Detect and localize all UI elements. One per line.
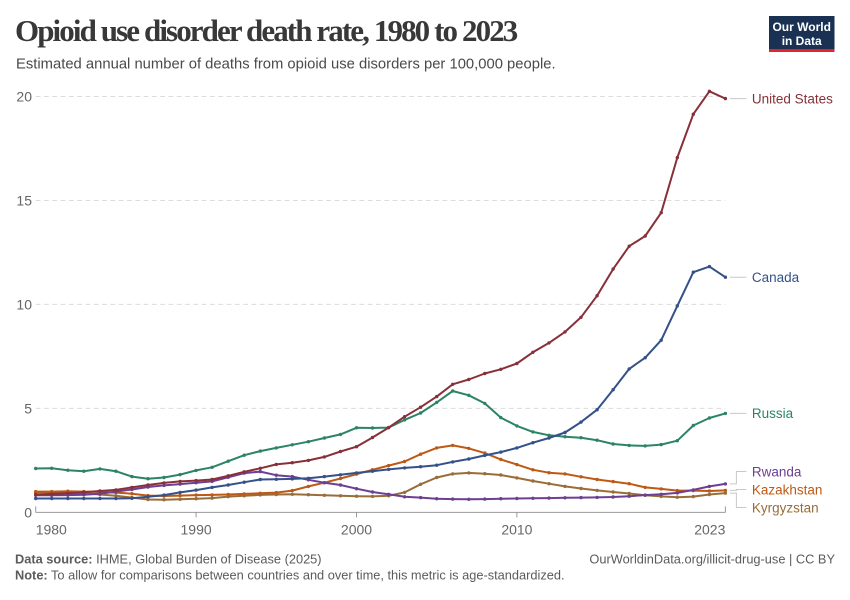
svg-text:15: 15 xyxy=(16,193,32,209)
svg-text:United States: United States xyxy=(752,91,833,106)
svg-text:2000: 2000 xyxy=(341,521,372,537)
svg-text:1980: 1980 xyxy=(36,521,67,537)
svg-text:Estimated annual number of dea: Estimated annual number of deaths from o… xyxy=(16,57,556,73)
svg-text:5: 5 xyxy=(24,400,32,416)
svg-text:Rwanda: Rwanda xyxy=(752,464,802,479)
svg-text:0: 0 xyxy=(24,504,32,520)
svg-text:20: 20 xyxy=(16,89,32,105)
svg-text:2010: 2010 xyxy=(501,521,532,537)
svg-text:1990: 1990 xyxy=(181,521,212,537)
svg-text:10: 10 xyxy=(16,296,32,312)
svg-text:Kyrgyzstan: Kyrgyzstan xyxy=(752,500,819,515)
svg-text:Russia: Russia xyxy=(752,406,794,421)
svg-text:Opioid use disorder death rate: Opioid use disorder death rate, 1980 to … xyxy=(15,13,518,48)
svg-text:2023: 2023 xyxy=(694,521,725,537)
svg-text:Kazakhstan: Kazakhstan xyxy=(752,482,823,497)
svg-text:Note: To allow for comparisons: Note: To allow for comparisons between c… xyxy=(15,568,565,583)
svg-text:in Data: in Data xyxy=(782,34,822,48)
svg-text:OurWorldinData.org/illicit-dru: OurWorldinData.org/illicit-drug-use | CC… xyxy=(589,552,835,567)
svg-text:Data source: IHME, Global Burd: Data source: IHME, Global Burden of Dise… xyxy=(15,552,322,567)
svg-text:Our World: Our World xyxy=(772,20,830,34)
svg-text:Canada: Canada xyxy=(752,270,800,285)
